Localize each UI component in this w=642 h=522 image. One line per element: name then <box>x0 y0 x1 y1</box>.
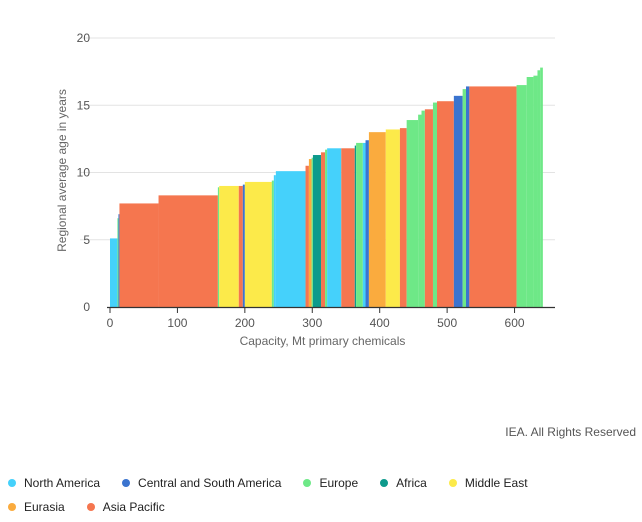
y-tick-label: 10 <box>77 166 91 180</box>
bar-europe-30[interactable] <box>421 110 425 307</box>
bar-europe-35[interactable] <box>462 89 466 307</box>
bar-asia-pacific-20[interactable] <box>341 148 355 307</box>
bar-eurasia-14[interactable] <box>308 159 312 307</box>
legend-item-europe[interactable]: Europe <box>303 476 358 490</box>
legend-label: Africa <box>396 476 427 490</box>
legend-item-eurasia[interactable]: Eurasia <box>8 500 65 514</box>
bar-asia-pacific-37[interactable] <box>469 86 517 307</box>
y-tick-label: 15 <box>77 98 91 112</box>
bar-asia-pacific-7[interactable] <box>238 185 243 307</box>
bar-europe-10[interactable] <box>271 180 274 307</box>
legend-dot-icon <box>448 479 457 487</box>
x-axis-label: Capacity, Mt primary chemicals <box>240 334 406 348</box>
legend-label: Europe <box>319 476 359 490</box>
bar-asia-pacific-3[interactable] <box>119 203 159 307</box>
legend-dot-icon <box>303 479 312 487</box>
legend-item-africa[interactable]: Africa <box>380 476 427 490</box>
bar-eurasia-25[interactable] <box>368 132 386 307</box>
bar-asia-pacific-13[interactable] <box>305 165 309 307</box>
bar-central-and-south-america-2[interactable] <box>118 214 120 307</box>
bar-europe-39[interactable] <box>526 77 534 307</box>
bar-asia-pacific-33[interactable] <box>437 101 454 307</box>
bar-north-america-23[interactable] <box>362 142 366 307</box>
legend-item-middle-east[interactable]: Middle East <box>448 476 528 490</box>
bar-europe-15[interactable] <box>311 157 313 307</box>
bar-africa-21[interactable] <box>354 145 357 307</box>
legend-label: North America <box>24 476 101 490</box>
bar-africa-16[interactable] <box>312 155 322 307</box>
bar-asia-pacific-27[interactable] <box>399 128 407 307</box>
bar-middle-east-26[interactable] <box>385 129 400 307</box>
legend-item-central-south-america[interactable]: Central and South America <box>122 476 281 490</box>
bar-europe-1[interactable] <box>117 218 119 307</box>
legend-label: Middle East <box>464 476 528 490</box>
legend-row: North America Central and South America … <box>8 474 638 492</box>
legend-item-asia-pacific[interactable]: Asia Pacific <box>86 500 165 514</box>
legend-dot-icon <box>380 479 389 487</box>
bar-europe-38[interactable] <box>516 85 527 307</box>
bar-europe-28[interactable] <box>406 120 419 307</box>
bar-central-and-south-america-36[interactable] <box>466 86 470 307</box>
bar-europe-5[interactable] <box>217 187 220 307</box>
bar-europe-29[interactable] <box>418 114 422 307</box>
x-tick-label: 600 <box>505 316 525 330</box>
x-tick-label: 100 <box>167 316 187 330</box>
legend-item-north-america[interactable]: North America <box>8 476 100 490</box>
bar-middle-east-6[interactable] <box>219 185 239 307</box>
bar-north-america-11[interactable] <box>273 175 276 307</box>
bar-central-and-south-america-8[interactable] <box>242 184 245 307</box>
bar-north-america-12[interactable] <box>275 171 306 307</box>
legend-label: Central and South America <box>138 476 282 490</box>
x-tick-label: 0 <box>107 316 114 330</box>
legend-label: Asia Pacific <box>102 500 165 514</box>
legend-label: Eurasia <box>24 500 65 514</box>
legend-dot-icon <box>86 503 95 511</box>
bar-europe-40[interactable] <box>533 75 538 307</box>
x-tick-label: 400 <box>370 316 390 330</box>
y-tick-label: 20 <box>77 31 91 45</box>
legend-dot-icon <box>8 479 16 487</box>
bar-north-america-0[interactable] <box>110 238 118 307</box>
y-tick-label: 5 <box>83 233 90 247</box>
bar-asia-pacific-4[interactable] <box>158 195 218 307</box>
bar-north-america-19[interactable] <box>327 148 342 307</box>
bar-central-and-south-america-34[interactable] <box>453 95 463 308</box>
legend-dot-icon <box>122 479 131 487</box>
bar-middle-east-9[interactable] <box>244 181 272 307</box>
legend: North America Central and South America … <box>8 474 638 522</box>
x-tick-label: 200 <box>235 316 255 330</box>
bar-europe-18[interactable] <box>325 149 328 307</box>
bar-asia-pacific-17[interactable] <box>321 152 326 307</box>
credit-text: IEA. All Rights Reserved <box>505 425 636 439</box>
legend-row: Eurasia Asia Pacific <box>8 498 638 516</box>
bar-asia-pacific-31[interactable] <box>424 109 433 307</box>
bar-central-and-south-america-24[interactable] <box>365 140 369 307</box>
x-tick-label: 300 <box>302 316 322 330</box>
y-axis-label: Regional average age in years <box>55 89 69 252</box>
x-tick-label: 500 <box>437 316 457 330</box>
bar-europe-22[interactable] <box>356 142 363 307</box>
y-tick-label: 0 <box>83 300 90 314</box>
legend-dot-icon <box>8 503 16 511</box>
bar-europe-32[interactable] <box>432 102 438 307</box>
bars <box>110 67 543 308</box>
bar-europe-41[interactable] <box>537 70 541 307</box>
bar-europe-42[interactable] <box>540 67 543 307</box>
